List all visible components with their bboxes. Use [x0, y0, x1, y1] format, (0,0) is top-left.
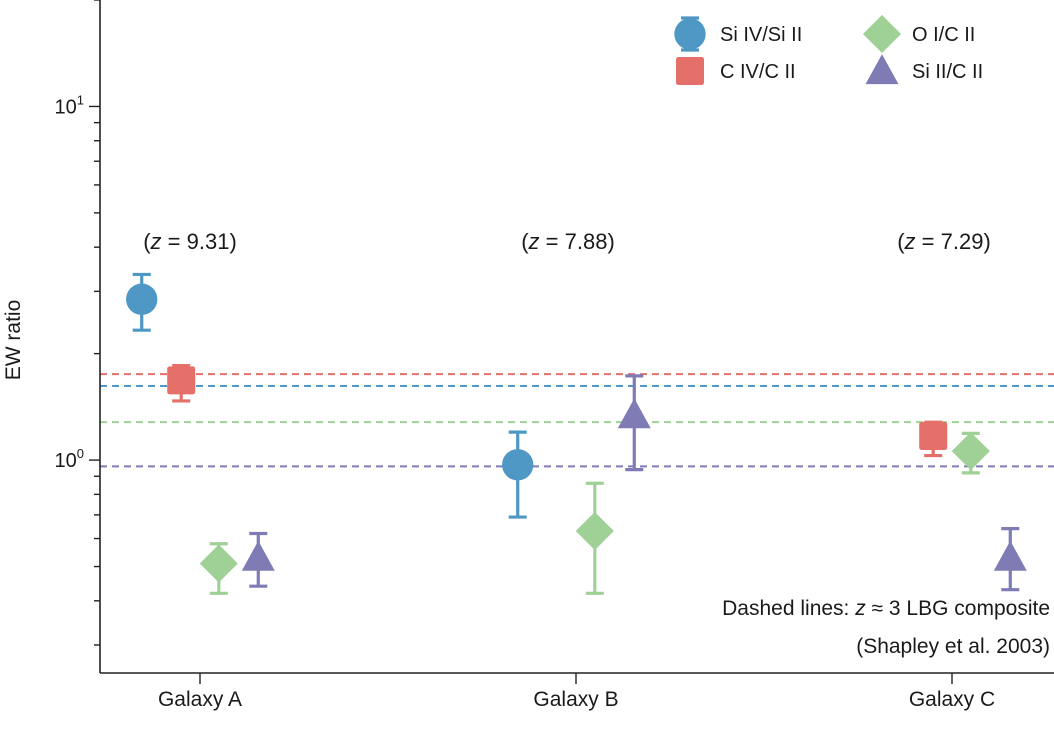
marker-diamond [575, 512, 614, 551]
data-points [126, 272, 1027, 595]
legend-marker-triangle [865, 54, 899, 85]
legend-item-si-iv-si-ii: Si IV/Si II [674, 16, 802, 52]
redshift-label-1: (z = 9.31) [143, 229, 237, 254]
legend-marker-square [676, 57, 704, 85]
y-ticks: 100 101 [55, 0, 100, 646]
legend: Si IV/Si II C IV/C II O I/C II Si II/C II [674, 14, 983, 85]
y-tick-label: 100 [55, 446, 84, 472]
legend-item-o-i-c-ii: O I/C II [862, 14, 975, 54]
point-si-iv-si-ii-galaxy-a [126, 272, 158, 332]
point-o-i-c-ii-galaxy-b [575, 481, 614, 595]
marker-diamond [951, 432, 990, 471]
marker-square [919, 421, 948, 450]
reference-lines [100, 373, 1054, 468]
marker-triangle [241, 540, 275, 571]
redshift-label-3: (z = 7.29) [897, 229, 991, 254]
note-line-2: (Shapley et al. 2003) [856, 635, 1050, 658]
marker-triangle [617, 398, 651, 429]
x-ticks: Galaxy A Galaxy B Galaxy C [158, 673, 995, 711]
marker-triangle [993, 540, 1027, 571]
x-tick-label-galaxy-c: Galaxy C [909, 688, 995, 711]
legend-item-c-iv-c-ii: C IV/C II [676, 57, 796, 85]
marker-square [167, 366, 196, 395]
y-tick-label: 101 [55, 92, 84, 118]
legend-marker-circle [674, 18, 706, 50]
point-si-ii-c-ii-galaxy-a [241, 531, 275, 588]
redshift-labels: (z = 9.31) (z = 7.88) (z = 7.29) [143, 229, 991, 254]
legend-item-si-ii-c-ii: Si II/C II [865, 54, 983, 85]
redshift-label-2: (z = 7.88) [521, 229, 615, 254]
note-line-1: Dashed lines: z ≈ 3 LBG composite [722, 597, 1050, 620]
legend-marker-diamond [862, 14, 902, 54]
legend-label: O I/C II [912, 24, 975, 46]
point-si-ii-c-ii-galaxy-b [617, 374, 651, 472]
point-o-i-c-ii-galaxy-c [951, 431, 990, 475]
marker-circle [502, 449, 534, 481]
marker-circle [126, 283, 158, 315]
legend-label: C IV/C II [720, 61, 796, 83]
legend-label: Si II/C II [912, 61, 983, 83]
reference-note: Dashed lines: z ≈ 3 LBG composite (Shaple… [722, 597, 1050, 658]
marker-diamond [199, 544, 238, 583]
point-si-ii-c-ii-galaxy-c [993, 527, 1027, 592]
point-o-i-c-ii-galaxy-a [199, 542, 238, 595]
point-c-iv-c-ii-galaxy-c [919, 420, 948, 458]
point-si-iv-si-ii-galaxy-b [502, 430, 534, 519]
point-c-iv-c-ii-galaxy-a [167, 364, 196, 403]
y-axis-label: EW ratio [2, 300, 25, 381]
legend-label: Si IV/Si II [720, 24, 802, 46]
x-tick-label-galaxy-a: Galaxy A [158, 688, 242, 711]
x-tick-label-galaxy-b: Galaxy B [533, 688, 618, 711]
axes [99, 0, 1054, 674]
